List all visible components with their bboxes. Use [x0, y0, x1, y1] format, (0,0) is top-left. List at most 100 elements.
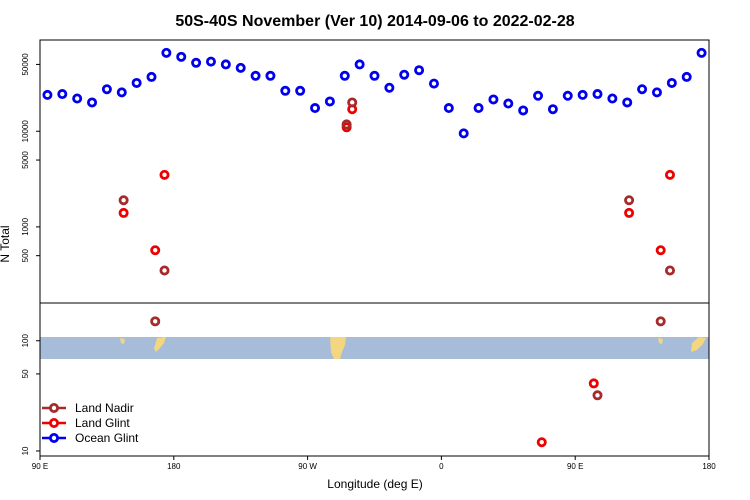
data-point	[235, 62, 246, 73]
legend-marker	[49, 432, 60, 443]
data-point	[666, 77, 677, 88]
data-point	[547, 104, 558, 115]
data-point	[503, 98, 514, 109]
series-ocean-glint	[42, 47, 707, 139]
upper-y-tick-label: 500	[21, 248, 30, 262]
data-point	[624, 195, 635, 206]
legend-item: Land Glint	[42, 416, 130, 430]
legend-marker	[49, 417, 60, 428]
data-point	[101, 84, 112, 95]
data-point	[518, 105, 529, 116]
data-point	[57, 89, 68, 100]
x-axis-label: Longitude (deg E)	[327, 477, 422, 491]
data-point	[220, 59, 231, 70]
legend-label: Land Glint	[75, 416, 130, 430]
data-point	[310, 103, 321, 114]
data-point	[622, 97, 633, 108]
legend-label: Ocean Glint	[75, 431, 139, 445]
data-point	[414, 65, 425, 76]
upper-y-tick-label: 1000	[21, 217, 30, 235]
data-point	[696, 47, 707, 58]
data-point	[533, 90, 544, 101]
data-point	[592, 390, 603, 401]
map-strip	[40, 337, 709, 359]
upper-y-tick-label: 10000	[21, 120, 30, 143]
data-point	[384, 82, 395, 93]
x-tick-label: 180	[702, 462, 716, 471]
data-point	[664, 169, 675, 180]
data-point	[354, 59, 365, 70]
data-points	[42, 47, 707, 448]
data-point	[664, 265, 675, 276]
data-point	[118, 195, 129, 206]
data-point	[295, 85, 306, 96]
data-point	[250, 70, 261, 81]
data-point	[655, 316, 666, 327]
data-point	[116, 87, 127, 98]
x-tick-label: 90 E	[567, 462, 583, 471]
x-tick-label: 0	[439, 462, 444, 471]
data-point	[536, 437, 547, 448]
data-point	[347, 97, 358, 108]
data-point	[118, 207, 129, 218]
y-axis-label: N Total	[0, 225, 12, 262]
data-point	[577, 89, 588, 100]
data-point	[588, 378, 599, 389]
data-point	[341, 119, 352, 130]
land-patch	[330, 337, 346, 359]
series-land-glint	[118, 104, 675, 448]
data-point	[339, 70, 350, 81]
data-point	[655, 245, 666, 256]
data-point	[265, 70, 276, 81]
data-point	[280, 85, 291, 96]
data-point	[488, 94, 499, 105]
data-point	[150, 316, 161, 327]
data-point	[205, 56, 216, 67]
data-point	[607, 93, 618, 104]
x-tick-label: 180	[167, 462, 181, 471]
data-point	[176, 51, 187, 62]
data-point	[159, 169, 170, 180]
data-point	[399, 69, 410, 80]
x-tick-label: 90 E	[32, 462, 48, 471]
legend-item: Ocean Glint	[42, 431, 139, 445]
data-point	[443, 103, 454, 114]
data-point	[473, 103, 484, 114]
data-point	[637, 84, 648, 95]
data-point	[161, 47, 172, 58]
data-point	[369, 70, 380, 81]
data-point	[562, 90, 573, 101]
plot-frame	[39, 39, 710, 457]
data-point	[428, 78, 439, 89]
land-patch	[120, 338, 125, 344]
axes: 90 E 180 90 W 0 90 E 180 500 1000 5000 10000 50000…	[21, 39, 716, 471]
land-patch	[658, 338, 663, 344]
ocean-strip	[40, 337, 709, 359]
data-point	[146, 71, 157, 82]
x-tick-label: 90 W	[298, 462, 317, 471]
land-patch	[154, 337, 166, 352]
data-point	[87, 97, 98, 108]
data-point	[42, 89, 53, 100]
upper-y-tick-label: 50000	[21, 53, 30, 76]
data-point	[624, 207, 635, 218]
data-point	[131, 77, 142, 88]
lower-y-tick-label: 100	[21, 334, 30, 348]
upper-y-tick-label: 5000	[21, 151, 30, 169]
data-point	[324, 96, 335, 107]
data-point	[592, 89, 603, 100]
lower-y-tick-label: 10	[21, 446, 30, 455]
data-point	[458, 128, 469, 139]
data-point	[651, 87, 662, 98]
land-patch	[691, 337, 706, 352]
series-land-nadir	[118, 97, 675, 401]
chart-title: 50S-40S November (Ver 10) 2014-09-06 to …	[175, 13, 574, 30]
legend-marker	[49, 402, 60, 413]
data-point	[191, 57, 202, 68]
lower-y-tick-label: 50	[21, 369, 30, 378]
data-point	[159, 265, 170, 276]
legend-label: Land Nadir	[75, 401, 134, 415]
data-point	[681, 71, 692, 82]
